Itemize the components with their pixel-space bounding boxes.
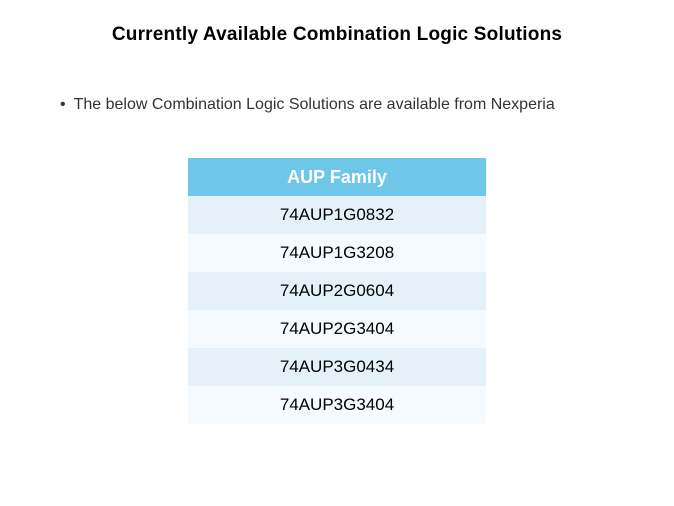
table-header: AUP Family bbox=[188, 158, 486, 196]
table-cell: 74AUP1G0832 bbox=[188, 196, 486, 234]
table-row: 74AUP1G3208 bbox=[188, 234, 486, 272]
table-cell: 74AUP1G3208 bbox=[188, 234, 486, 272]
table-cell: 74AUP3G3404 bbox=[188, 386, 486, 424]
table-row: 74AUP2G3404 bbox=[188, 310, 486, 348]
page-title: Currently Available Combination Logic So… bbox=[0, 0, 674, 46]
aup-family-table: AUP Family 74AUP1G0832 74AUP1G3208 74AUP… bbox=[188, 158, 486, 424]
table-cell: 74AUP3G0434 bbox=[188, 348, 486, 386]
table-cell: 74AUP2G3404 bbox=[188, 310, 486, 348]
bullet-item: • The below Combination Logic Solutions … bbox=[0, 94, 674, 116]
table-row: 74AUP1G0832 bbox=[188, 196, 486, 234]
bullet-text: The below Combination Logic Solutions ar… bbox=[74, 94, 555, 116]
table-row: 74AUP2G0604 bbox=[188, 272, 486, 310]
table-row: 74AUP3G3404 bbox=[188, 386, 486, 424]
table-container: AUP Family 74AUP1G0832 74AUP1G3208 74AUP… bbox=[0, 158, 674, 424]
bullet-marker: • bbox=[60, 94, 66, 116]
table-cell: 74AUP2G0604 bbox=[188, 272, 486, 310]
table-row: 74AUP3G0434 bbox=[188, 348, 486, 386]
table-body: 74AUP1G0832 74AUP1G3208 74AUP2G0604 74AU… bbox=[188, 196, 486, 424]
